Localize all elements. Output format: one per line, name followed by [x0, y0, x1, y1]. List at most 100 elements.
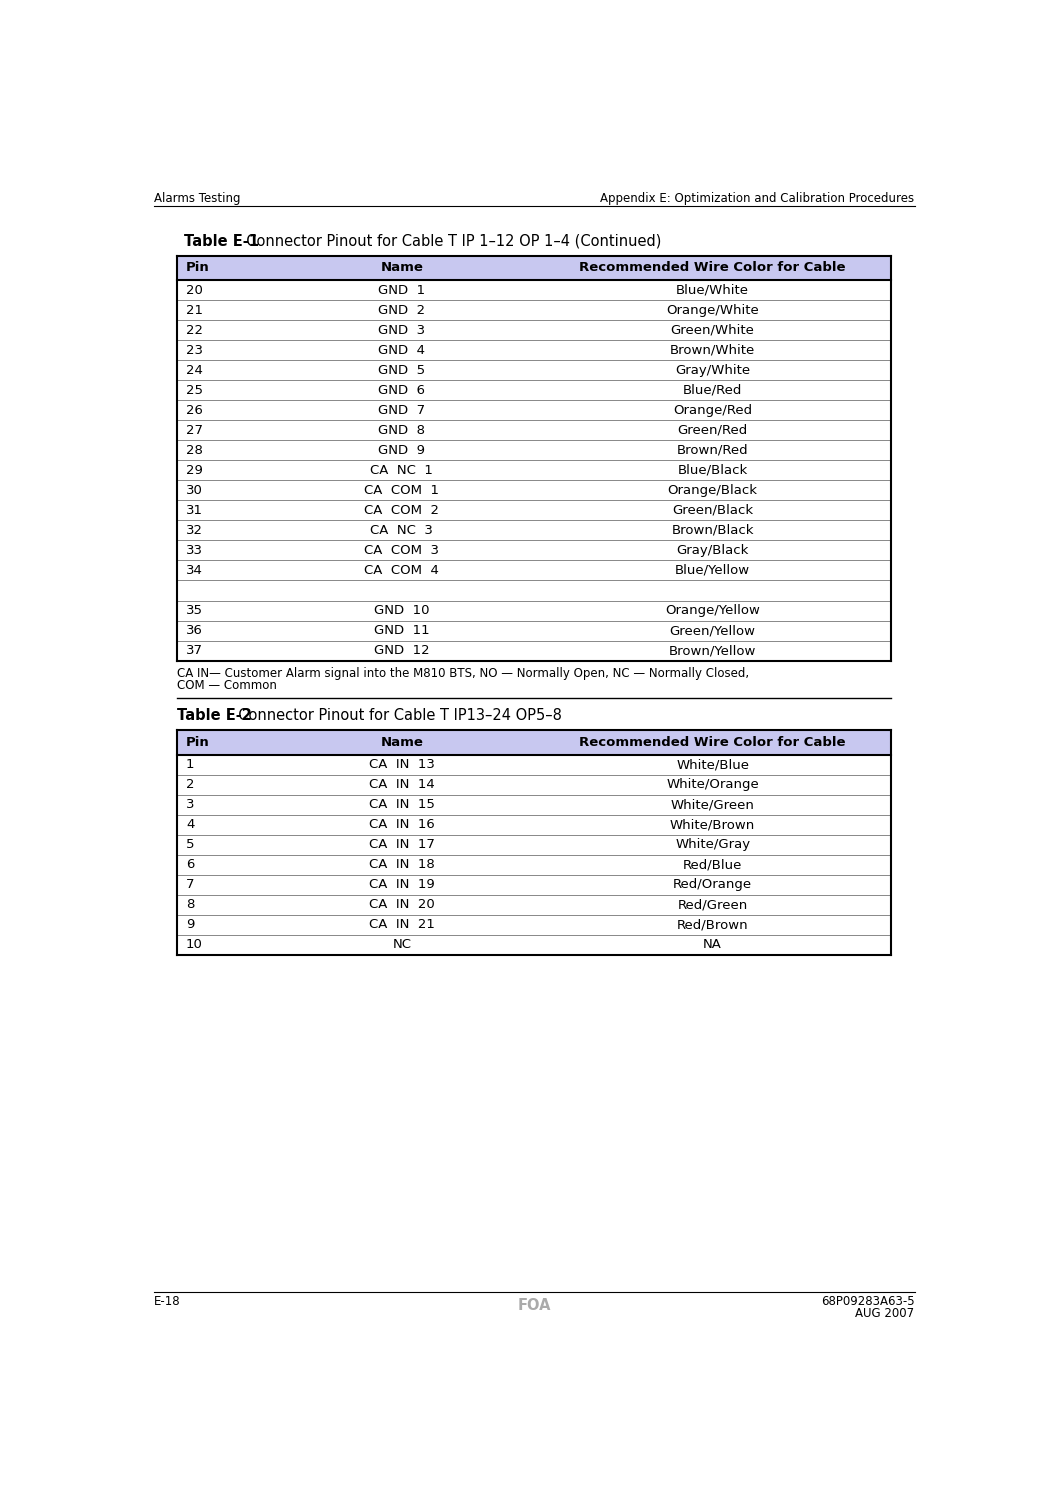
Text: Connector Pinout for Cable T IP 1–12 OP 1–4 (Continued): Connector Pinout for Cable T IP 1–12 OP …	[238, 234, 662, 248]
Text: CA  COM  1: CA COM 1	[365, 484, 440, 497]
Text: 8: 8	[187, 899, 195, 911]
Text: CA  NC  1: CA NC 1	[370, 464, 433, 476]
Text: AUG 2007: AUG 2007	[855, 1308, 915, 1320]
Text: 37: 37	[187, 644, 203, 658]
Text: Pin: Pin	[187, 735, 209, 748]
Text: 29: 29	[187, 464, 203, 476]
Text: Green/Yellow: Green/Yellow	[670, 623, 755, 637]
Text: GND  11: GND 11	[374, 623, 429, 637]
Text: Blue/Black: Blue/Black	[677, 464, 748, 476]
Text: 6: 6	[187, 859, 195, 870]
Text: GND  3: GND 3	[378, 324, 425, 336]
Text: White/Gray: White/Gray	[675, 838, 750, 851]
Text: 34: 34	[187, 564, 203, 577]
Text: Green/Red: Green/Red	[677, 424, 748, 437]
Text: White/Orange: White/Orange	[666, 778, 759, 792]
Text: NA: NA	[703, 939, 722, 951]
Text: Recommended Wire Color for Cable: Recommended Wire Color for Cable	[579, 262, 846, 274]
Text: Gray/Black: Gray/Black	[676, 545, 749, 557]
Text: White/Brown: White/Brown	[670, 818, 755, 832]
Text: 2: 2	[187, 778, 195, 792]
Text: CA  IN  20: CA IN 20	[369, 899, 435, 911]
Text: 30: 30	[187, 484, 203, 497]
Text: Orange/Black: Orange/Black	[668, 484, 758, 497]
Text: 24: 24	[187, 363, 203, 376]
Text: FOA: FOA	[517, 1298, 551, 1312]
Text: CA  IN  15: CA IN 15	[369, 798, 435, 811]
Text: Orange/Red: Orange/Red	[673, 403, 752, 417]
Text: Brown/Black: Brown/Black	[671, 524, 754, 537]
Text: 35: 35	[187, 604, 203, 618]
Text: CA IN— Customer Alarm signal into the M810 BTS, NO — Normally Open, NC — Normall: CA IN— Customer Alarm signal into the M8…	[177, 667, 749, 680]
Text: 68P09283A63-5: 68P09283A63-5	[821, 1295, 915, 1308]
Text: Table E-1: Table E-1	[184, 234, 259, 248]
Text: Table E-2: Table E-2	[177, 708, 251, 723]
Text: CA  IN  18: CA IN 18	[369, 859, 435, 870]
Text: Green/Black: Green/Black	[672, 504, 753, 516]
Text: Alarms Testing: Alarms Testing	[153, 192, 240, 205]
Text: CA  COM  3: CA COM 3	[365, 545, 440, 557]
Text: Connector Pinout for Cable T IP13–24 OP5–8: Connector Pinout for Cable T IP13–24 OP5…	[229, 708, 563, 723]
Text: GND  1: GND 1	[378, 284, 425, 296]
Text: Red/Orange: Red/Orange	[673, 878, 752, 891]
Text: 3: 3	[187, 798, 195, 811]
Text: 33: 33	[187, 545, 203, 557]
Text: 21: 21	[187, 304, 203, 317]
Text: Name: Name	[380, 262, 423, 274]
Text: CA  IN  19: CA IN 19	[369, 878, 435, 891]
Text: GND  10: GND 10	[374, 604, 429, 618]
Text: Brown/Yellow: Brown/Yellow	[669, 644, 756, 658]
Text: 10: 10	[187, 939, 203, 951]
Text: Brown/White: Brown/White	[670, 344, 755, 357]
Text: E-18: E-18	[153, 1295, 180, 1308]
Text: Recommended Wire Color for Cable: Recommended Wire Color for Cable	[579, 735, 846, 748]
Text: Green/White: Green/White	[671, 324, 754, 336]
Text: 31: 31	[187, 504, 203, 516]
Text: Blue/White: Blue/White	[676, 284, 749, 296]
Text: CA  COM  2: CA COM 2	[365, 504, 440, 516]
Text: White/Blue: White/Blue	[676, 757, 749, 771]
Text: GND  5: GND 5	[378, 363, 425, 376]
Text: 26: 26	[187, 403, 203, 417]
Text: 7: 7	[187, 878, 195, 891]
Bar	[177, 256, 891, 280]
Text: CA  IN  21: CA IN 21	[369, 918, 435, 931]
Text: CA  IN  14: CA IN 14	[369, 778, 435, 792]
Bar	[177, 731, 891, 754]
Text: Appendix E: Optimization and Calibration Procedures: Appendix E: Optimization and Calibration…	[600, 192, 915, 205]
Text: White/Green: White/Green	[671, 798, 754, 811]
Text: GND  12: GND 12	[374, 644, 429, 658]
Text: 4: 4	[187, 818, 195, 832]
Text: 5: 5	[187, 838, 195, 851]
Text: 1: 1	[187, 757, 195, 771]
Text: Blue/Yellow: Blue/Yellow	[675, 564, 750, 577]
Text: CA  IN  13: CA IN 13	[369, 757, 435, 771]
Text: 28: 28	[187, 443, 203, 457]
Text: Brown/Red: Brown/Red	[677, 443, 748, 457]
Text: COM — Common: COM — Common	[177, 679, 276, 692]
Text: 32: 32	[187, 524, 203, 537]
Text: GND  2: GND 2	[378, 304, 425, 317]
Text: Gray/White: Gray/White	[675, 363, 750, 376]
Text: CA  IN  17: CA IN 17	[369, 838, 435, 851]
Text: Blue/Red: Blue/Red	[683, 384, 742, 397]
Text: Name: Name	[380, 735, 423, 748]
Text: GND  6: GND 6	[378, 384, 425, 397]
Text: CA  IN  16: CA IN 16	[369, 818, 435, 832]
Text: Red/Brown: Red/Brown	[677, 918, 748, 931]
Text: CA  NC  3: CA NC 3	[370, 524, 433, 537]
Text: NC: NC	[393, 939, 412, 951]
Text: Orange/Yellow: Orange/Yellow	[665, 604, 760, 618]
Text: Red/Green: Red/Green	[677, 899, 748, 911]
Text: GND  8: GND 8	[378, 424, 425, 437]
Text: Pin: Pin	[187, 262, 209, 274]
Text: 9: 9	[187, 918, 195, 931]
Text: 23: 23	[187, 344, 203, 357]
Text: 20: 20	[187, 284, 203, 296]
Text: GND  4: GND 4	[378, 344, 425, 357]
Text: GND  7: GND 7	[378, 403, 425, 417]
Text: GND  9: GND 9	[378, 443, 425, 457]
Text: CA  COM  4: CA COM 4	[365, 564, 440, 577]
Text: Red/Blue: Red/Blue	[683, 859, 742, 870]
Text: 25: 25	[187, 384, 203, 397]
